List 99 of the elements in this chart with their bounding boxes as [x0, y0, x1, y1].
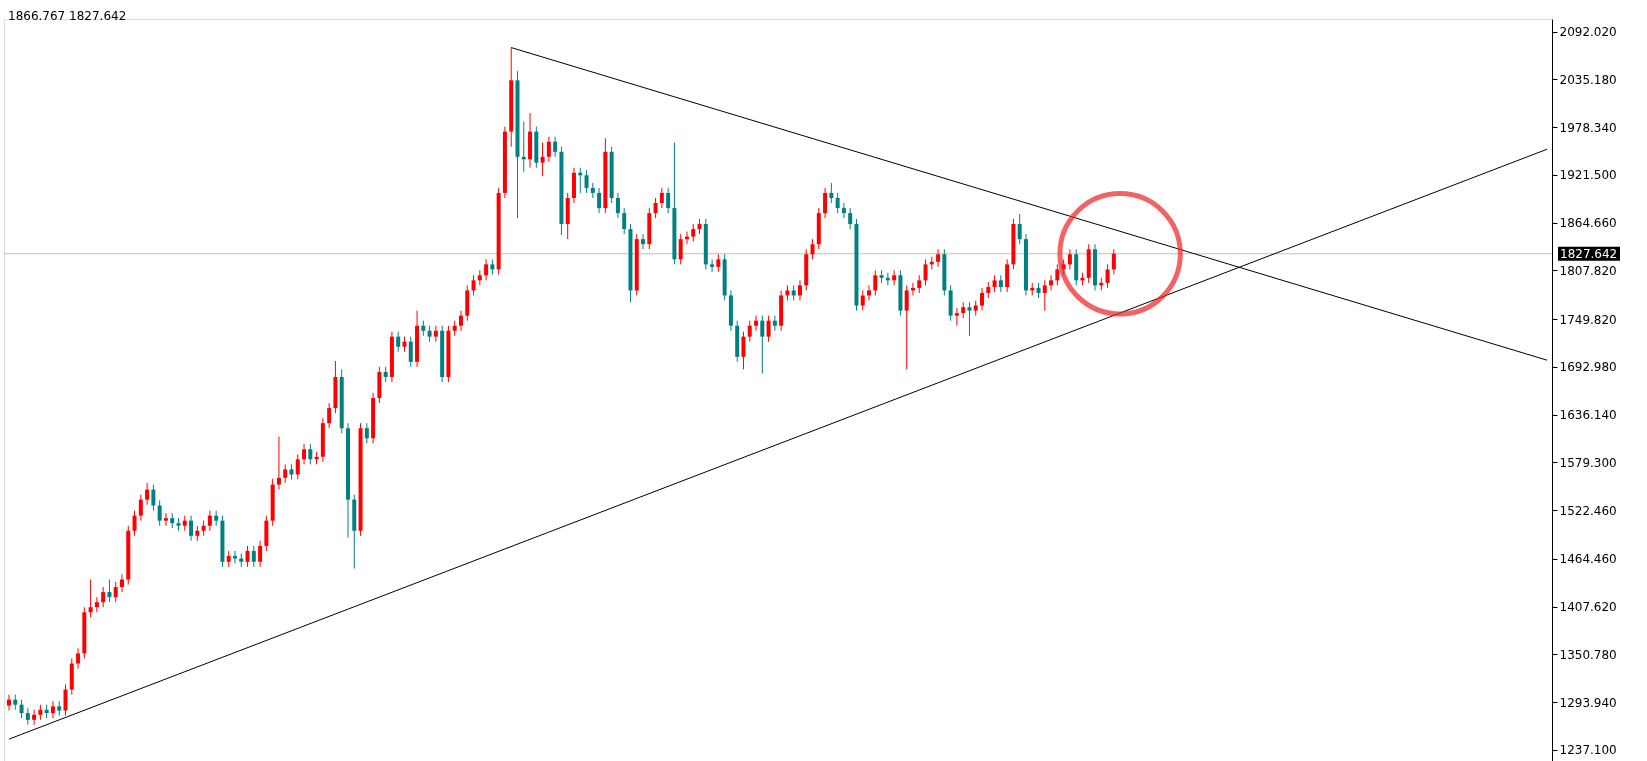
- y-tick-label: 1864.660: [1559, 216, 1617, 231]
- candlestick: [113, 581, 118, 603]
- candlestick: [207, 510, 212, 532]
- y-tick-label: 1636.140: [1559, 408, 1617, 423]
- candlestick: [396, 331, 401, 353]
- candlestick: [954, 307, 959, 327]
- candlestick: [295, 453, 300, 480]
- y-tick-label: 2092.020: [1559, 25, 1617, 40]
- ref-line-label: 1827.642: [1560, 246, 1618, 261]
- candlestick: [867, 284, 872, 302]
- candlestick: [666, 187, 671, 214]
- candlestick: [458, 310, 463, 332]
- candlestick: [138, 494, 143, 522]
- candlestick: [540, 142, 545, 177]
- y-tick-label: 1464.460: [1559, 552, 1617, 567]
- candlestick: [88, 578, 93, 618]
- candlestick: [7, 694, 11, 712]
- candlestick: [1042, 279, 1047, 312]
- candlestick: [754, 315, 759, 332]
- candlestick: [622, 207, 627, 235]
- candlestick: [980, 287, 985, 312]
- candlestick: [1111, 248, 1116, 275]
- candlestick: [163, 512, 168, 527]
- candlestick: [835, 192, 840, 214]
- y-tick-label: 2035.180: [1559, 72, 1617, 87]
- candlestick: [101, 586, 106, 608]
- candlestick: [1005, 258, 1010, 293]
- candlestick: [76, 647, 81, 670]
- candlestick: [810, 238, 815, 260]
- y-tick-label: 1407.620: [1559, 600, 1617, 615]
- candlestick: [892, 269, 897, 286]
- candlestick: [873, 269, 878, 296]
- candlestick: [245, 545, 250, 568]
- candlestick: [967, 301, 972, 337]
- candlestick: [829, 182, 834, 204]
- candlestick: [484, 258, 489, 281]
- candlestick: [120, 573, 124, 593]
- candlestick: [741, 331, 746, 370]
- y-tick-label: 1579.300: [1559, 455, 1617, 470]
- y-tick-label: 1293.940: [1559, 695, 1617, 710]
- candlestick: [760, 315, 765, 375]
- candlestick: [308, 443, 313, 465]
- candlestick: [841, 202, 846, 219]
- candlestick: [145, 482, 150, 506]
- candlestick: [283, 463, 288, 484]
- candlestick: [678, 233, 683, 265]
- candlestick: [157, 500, 162, 527]
- candlestick: [553, 136, 558, 158]
- candlestick: [597, 187, 602, 214]
- candlestick: [904, 284, 909, 370]
- candlestick: [251, 545, 256, 568]
- y-tick-label: 1978.340: [1559, 120, 1617, 135]
- candlestick: [998, 274, 1003, 293]
- y-tick-label: 1692.980: [1559, 360, 1617, 375]
- candlestick: [433, 325, 438, 343]
- candlestick: [1049, 274, 1054, 291]
- candlestick: [641, 233, 646, 250]
- y-tick-label: 1237.100: [1559, 743, 1617, 758]
- candlestick: [327, 402, 332, 429]
- candlestick: [94, 596, 99, 613]
- candlestick: [823, 187, 828, 219]
- candlestick: [408, 336, 413, 368]
- y-tick-label: 1921.500: [1559, 168, 1617, 183]
- candlestick: [860, 289, 865, 312]
- y-tick-label: 1350.780: [1559, 647, 1617, 662]
- candlestick: [797, 279, 802, 302]
- annotation: 1866.767 1827.642: [8, 9, 127, 23]
- candlestick: [546, 136, 551, 163]
- candlestick: [364, 422, 369, 444]
- candlestick: [848, 207, 853, 230]
- candlestick: [766, 315, 771, 343]
- candlestick: [615, 192, 620, 219]
- candlestick: [584, 169, 589, 194]
- candlestick: [1017, 213, 1022, 245]
- candlestick: [653, 197, 658, 219]
- candlestick: [936, 248, 941, 268]
- y-tick-label: 1749.820: [1559, 312, 1617, 327]
- candlestick: [772, 315, 777, 332]
- candlestick: [50, 700, 55, 719]
- candlestick: [151, 484, 156, 512]
- candlestick: [258, 540, 263, 568]
- candlestick: [1055, 263, 1060, 286]
- candlestick: [132, 510, 137, 537]
- candlestick: [302, 443, 307, 465]
- candlestick: [189, 515, 194, 542]
- candlestick: [1067, 248, 1072, 270]
- candlestick: [19, 699, 24, 719]
- candlestick: [1105, 263, 1110, 289]
- candlestick: [276, 436, 281, 491]
- candlestick: [710, 258, 715, 273]
- candlestick: [32, 709, 37, 726]
- candlestick: [659, 187, 664, 209]
- candlestick: [747, 320, 752, 343]
- candlestick: [923, 258, 928, 286]
- y-tick-label: 1807.820: [1559, 263, 1617, 278]
- y-tick-label: 1522.460: [1559, 503, 1617, 518]
- candlestick: [63, 684, 68, 717]
- candlestick: [471, 274, 476, 296]
- candlestick: [107, 578, 112, 603]
